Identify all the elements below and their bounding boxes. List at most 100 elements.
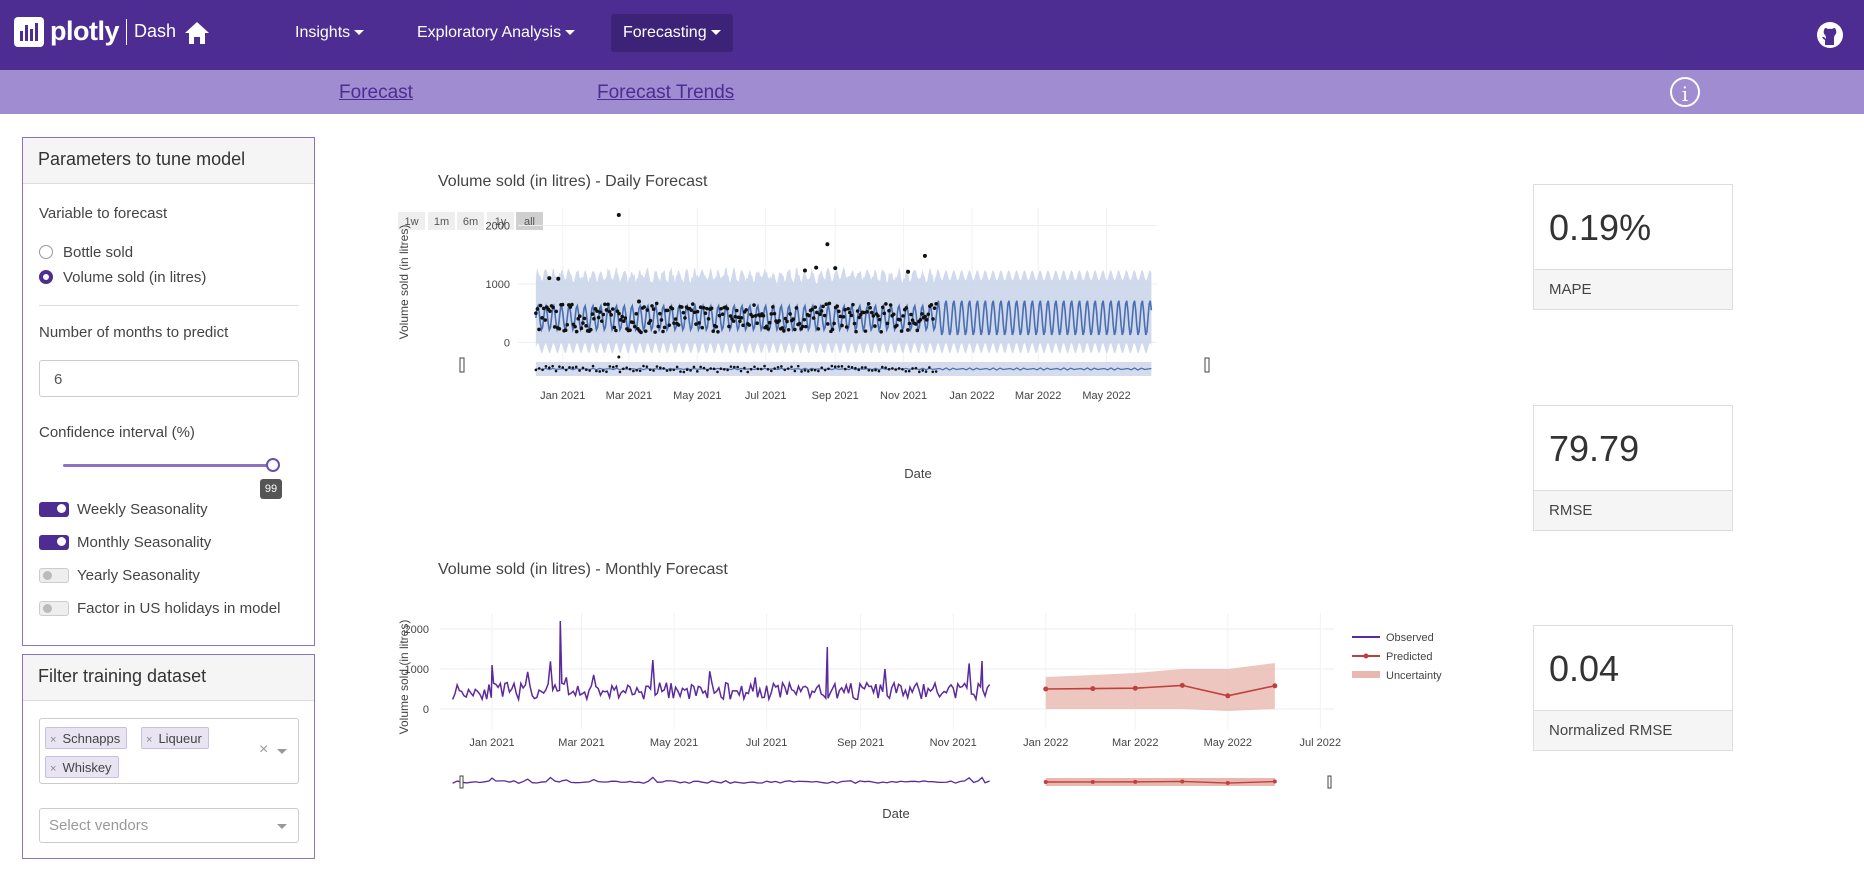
observed-point — [818, 312, 822, 317]
radio-volume-sold-label[interactable]: Volume sold (in litres) — [63, 269, 207, 286]
observed-point — [931, 317, 935, 321]
info-icon[interactable]: i — [1670, 77, 1700, 107]
observed-point — [924, 318, 929, 322]
menu-exploratory-analysis[interactable]: Exploratory Analysis — [405, 14, 587, 52]
rangeslider-point — [729, 365, 733, 368]
observed-point — [596, 315, 601, 320]
x-tick-label: May 2021 — [673, 390, 721, 402]
github-icon[interactable] — [1815, 20, 1845, 50]
observed-point — [811, 316, 816, 320]
remove-chip-icon[interactable]: × — [146, 734, 153, 746]
chip-liqueur: × Liqueur — [141, 727, 209, 749]
toggle-holidays-label: Factor in US holidays in model — [77, 600, 281, 617]
metric-label: MAPE — [1534, 269, 1732, 309]
observed-point — [716, 329, 720, 334]
metric-value: 79.79 — [1549, 428, 1640, 469]
y-tick-label: 0 — [423, 704, 429, 716]
rangeslider-point — [850, 366, 854, 369]
brand-sub: Dash — [134, 21, 177, 41]
observed-point — [719, 306, 723, 311]
observed-point — [604, 308, 609, 312]
metric-card-mape: 0.19% MAPE — [1533, 184, 1733, 310]
rangeslider-point — [564, 368, 568, 372]
metric-value: 0.04 — [1549, 648, 1620, 689]
observed-point — [534, 311, 538, 315]
y-tick-label: 1000 — [486, 279, 510, 291]
rangeslider-point — [722, 368, 726, 371]
caret-down-icon — [565, 30, 576, 36]
radio-volume-sold[interactable] — [39, 270, 53, 284]
observed-point — [681, 310, 686, 315]
observed-point — [556, 276, 561, 281]
months-input[interactable]: 6 — [39, 360, 299, 397]
y-tick-label: 2000 — [405, 624, 429, 636]
rangeslider-point — [585, 368, 588, 372]
rangeslider-predicted-point — [1133, 779, 1138, 784]
observed-point — [709, 306, 714, 311]
observed-point — [882, 311, 887, 316]
observed-point — [656, 324, 661, 329]
link-forecast[interactable]: Forecast — [339, 82, 413, 103]
radio-bottle-sold[interactable] — [39, 245, 53, 259]
rangeslider-point — [696, 370, 699, 373]
y-tick-label: 0 — [504, 337, 510, 349]
vendors-select[interactable]: Select vendors — [39, 808, 299, 843]
daily-chart-title: Volume sold (in litres) - Daily Forecast — [438, 173, 708, 190]
observed-point — [826, 322, 830, 326]
x-tick-label: Jan 2021 — [540, 390, 585, 402]
radio-bottle-sold-label[interactable]: Bottle sold — [63, 244, 134, 261]
rangeslider-point — [877, 369, 881, 373]
observed-point — [797, 321, 802, 326]
home-icon[interactable] — [183, 20, 211, 46]
observed-point — [560, 302, 565, 307]
observed-point — [702, 305, 706, 310]
x-tick-label: Nov 2021 — [880, 390, 927, 402]
rangeslider-handle-right — [1327, 775, 1332, 789]
observed-point — [844, 325, 849, 329]
daily-forecast-chart[interactable]: Volume sold (in litres) - Daily Forecast… — [390, 160, 1410, 495]
rangeslider-point — [692, 365, 696, 369]
observed-point — [852, 321, 857, 326]
observed-point — [584, 324, 588, 328]
rangeslider-point — [897, 367, 901, 370]
toggle-holidays[interactable] — [39, 601, 69, 616]
rangeslider-point — [857, 368, 861, 372]
rangeslider-point — [635, 368, 639, 372]
caret-down-icon — [354, 30, 365, 36]
link-forecast-trends[interactable]: Forecast Trends — [597, 82, 735, 103]
clear-selection-icon[interactable]: × — [259, 741, 269, 758]
menu-forecasting[interactable]: Forecasting — [611, 14, 733, 52]
ci-slider-track[interactable] — [63, 464, 273, 467]
toggle-yearly[interactable] — [39, 568, 69, 583]
observed-point — [813, 305, 818, 309]
brand-logo[interactable]: plotly Dash — [14, 16, 176, 47]
category-multiselect[interactable]: × Schnapps × Liqueur × Whiskey × — [39, 718, 299, 784]
monthly-forecast-chart[interactable]: Volume sold (in litres) - Monthly Foreca… — [390, 550, 1460, 830]
observed-point — [706, 317, 711, 321]
observed-point — [616, 213, 621, 218]
rangeslider-point — [870, 369, 874, 372]
remove-chip-icon[interactable]: × — [50, 763, 57, 775]
rangeslider-point — [783, 368, 787, 372]
observed-point — [782, 329, 786, 333]
observed-point — [551, 305, 555, 310]
rangeslider-point — [642, 364, 645, 368]
observed-point — [621, 319, 626, 323]
observed-point — [535, 307, 540, 311]
menu-insights[interactable]: Insights — [283, 14, 376, 52]
rangeslider-point — [780, 365, 783, 368]
rangeslider-point — [618, 370, 622, 374]
chevron-down-icon[interactable] — [277, 749, 287, 754]
rangeslider-point — [918, 370, 921, 374]
observed-point — [620, 314, 624, 319]
observed-point — [871, 314, 876, 318]
observed-point — [906, 269, 911, 274]
observed-point — [648, 318, 653, 323]
rangeslider-point — [924, 370, 928, 373]
toggle-weekly[interactable] — [39, 502, 69, 517]
remove-chip-icon[interactable]: × — [50, 734, 57, 746]
toggle-monthly[interactable] — [39, 535, 69, 550]
ci-slider-handle[interactable] — [266, 458, 280, 472]
legend-predicted-marker — [1363, 653, 1369, 659]
observed-point — [565, 323, 570, 327]
